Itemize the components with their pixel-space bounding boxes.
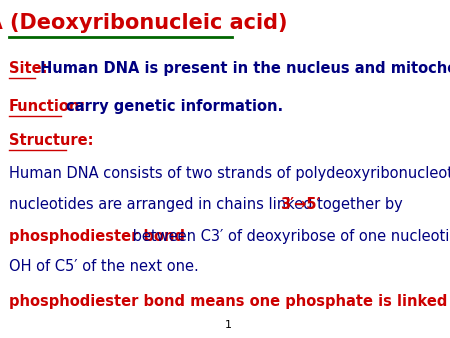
Text: nucleotides are arranged in chains linked together by: nucleotides are arranged in chains linke… <box>9 197 407 212</box>
Text: Human DNA consists of two strands of polydeoxyribonucleotides. The: Human DNA consists of two strands of pol… <box>9 166 450 180</box>
Text: Function:: Function: <box>9 99 86 115</box>
Text: Structure:: Structure: <box>9 133 93 148</box>
Text: carry genetic information.: carry genetic information. <box>61 99 284 115</box>
Text: phosphodiester bond: phosphodiester bond <box>9 229 184 244</box>
Text: 1: 1 <box>225 320 232 330</box>
Text: 3′→5′: 3′→5′ <box>280 197 320 212</box>
Text: phosphodiester bond means one phosphate is linked to 2 sugars.: phosphodiester bond means one phosphate … <box>9 294 450 309</box>
Text: between C3′ of deoxyribose of one nucleotide and: between C3′ of deoxyribose of one nucleo… <box>128 229 450 244</box>
Text: OH of C5′ of the next one.: OH of C5′ of the next one. <box>9 259 198 274</box>
Text: Site:: Site: <box>9 61 47 76</box>
Text: Human DNA is present in the nucleus and mitochonria: Human DNA is present in the nucleus and … <box>35 61 450 76</box>
Text: DNA (Deoxyribonucleic acid): DNA (Deoxyribonucleic acid) <box>0 13 288 33</box>
